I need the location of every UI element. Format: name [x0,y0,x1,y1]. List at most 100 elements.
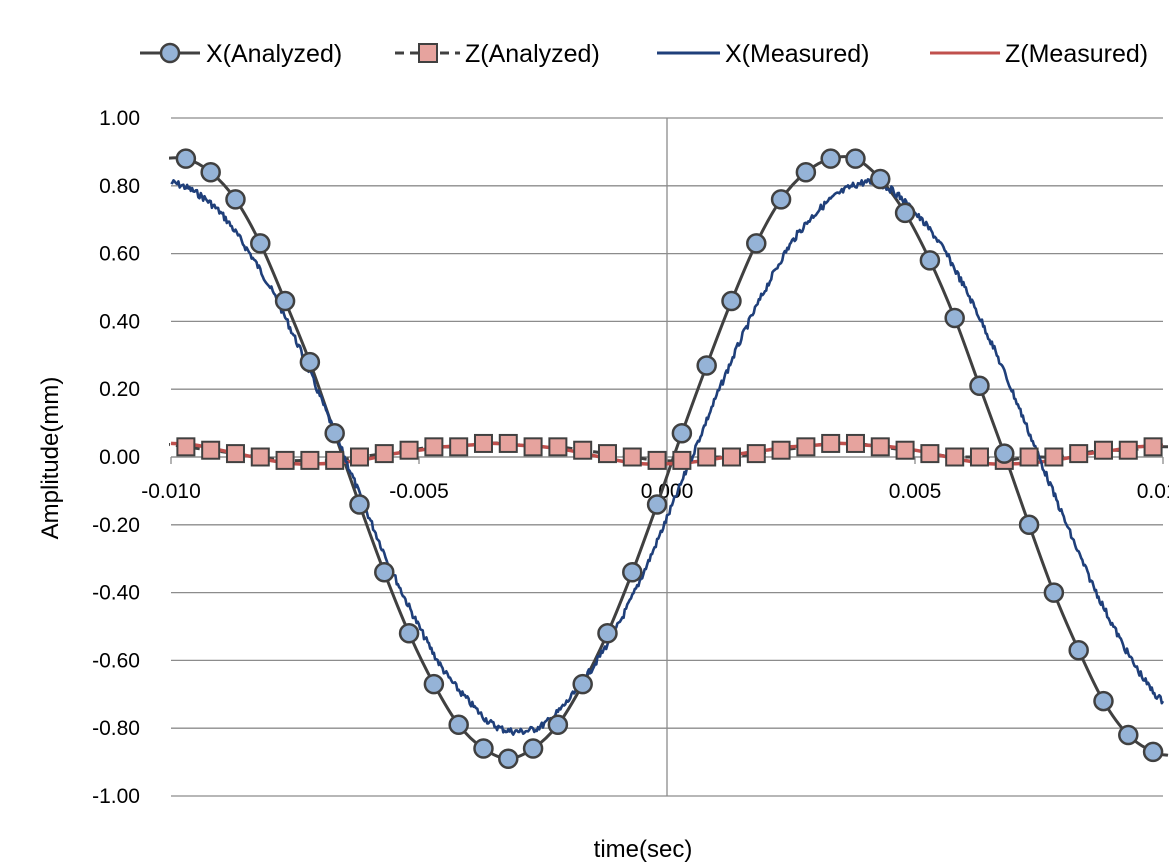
x-analyzed-marker [1142,741,1164,763]
z-analyzed-marker [176,437,196,457]
x-analyzed-marker [795,161,817,183]
x-analyzed-marker [746,233,767,254]
x-axis-title: time(sec) [594,836,693,863]
x-analyzed-marker [870,168,891,190]
z-analyzed-marker [746,444,766,464]
z-analyzed-marker [548,437,568,457]
x-tick-label: 0.005 [889,480,942,503]
z-analyzed-marker [945,447,965,467]
x-analyzed-marker [969,375,990,397]
y-tick-label: -0.80 [92,717,140,740]
x-analyzed-marker [671,423,693,444]
legend-marker-z-analyzed [418,43,438,63]
z-analyzed-marker [1093,440,1113,460]
x-analyzed-marker [1118,724,1139,746]
z-analyzed-marker [1143,437,1163,457]
x-analyzed-marker [324,423,345,444]
x-analyzed-marker [473,738,494,759]
z-analyzed-marker [250,447,270,467]
x-analyzed-marker [845,148,866,169]
x-analyzed-marker [696,355,717,376]
legend-label-x-analyzed: X(Analyzed) [206,40,342,68]
x-analyzed-marker [770,189,792,210]
z-analyzed-marker [225,444,245,464]
z-analyzed-marker [473,433,493,453]
x-analyzed-marker [175,148,197,169]
x-analyzed-marker [894,202,916,224]
z-analyzed-marker [349,447,369,467]
z-analyzed-marker [597,444,617,464]
z-analyzed-marker [523,437,543,457]
x-analyzed-marker [597,623,618,644]
y-tick-label: -0.40 [92,582,140,605]
z-analyzed-marker [796,437,816,457]
x-analyzed-marker [1068,639,1089,661]
x-analyzed-marker [374,562,395,583]
z-analyzed-marker [1019,447,1039,467]
z-analyzed-marker [449,437,469,457]
y-tick-label: 0.60 [99,243,140,266]
z-analyzed-marker [647,450,667,470]
z-analyzed-marker [672,450,692,470]
axes [170,118,1164,796]
x-analyzed-marker [547,714,569,736]
y-tick-label: -1.00 [92,785,140,808]
legend-label-x-measured: X(Measured) [725,40,870,68]
y-tick-label: 0.00 [99,446,140,469]
z-analyzed-marker [1044,447,1064,467]
x-analyzed-marker [225,189,246,210]
x-analyzed-marker [572,673,593,695]
z-analyzed-marker [300,450,320,470]
z-analyzed-marker [1069,444,1089,464]
y-tick-labels: 1.00 0.80 0.60 0.40 0.20 0.00 -0.20 -0.40 -0.60 -… [92,107,140,808]
z-analyzed-marker [969,447,989,467]
y-axis-title: Amplitude(mm) [37,377,64,540]
legend: X(Analyzed) Z(Analyzed) X(Measured) Z(Measu… [140,40,1148,68]
x-analyzed-marker [1043,582,1065,603]
x-analyzed-marker [646,494,668,515]
z-analyzed-marker [424,437,444,457]
x-analyzed-marker [448,714,469,736]
x-tick-label: 0.010 [1137,480,1169,503]
z-analyzed-marker [821,433,841,453]
y-tick-label: 0.40 [99,310,140,333]
x-analyzed-marker [349,494,370,515]
x-analyzed-marker [299,351,321,373]
x-analyzed-marker [423,673,445,695]
x-tick-label: -0.005 [389,480,449,503]
z-analyzed-marker [721,447,741,467]
z-analyzed-marker [498,433,518,453]
z-analyzed-marker [622,447,642,467]
x-analyzed-marker [919,250,941,271]
z-analyzed-marker [399,440,419,460]
x-analyzed-marker [522,738,544,759]
z-analyzed-marker [1118,440,1138,460]
x-analyzed-marker [1093,690,1114,712]
x-analyzed-marker [944,307,965,329]
x-analyzed-marker [498,748,519,769]
legend-label-z-measured: Z(Measured) [1005,40,1148,68]
series-layer [169,148,1169,769]
x-analyzed-marker [250,233,271,254]
y-tick-label: 0.80 [99,175,140,198]
z-analyzed-marker [697,447,717,467]
x-analyzed-marker [398,623,420,644]
z-analyzed-marker [920,444,940,464]
z-analyzed-marker [771,440,791,460]
z-analyzed-marker [895,440,915,460]
y-tick-label: -0.20 [92,514,140,537]
y-tick-label: 0.20 [99,378,140,401]
z-analyzed-marker [325,450,345,470]
legend-marker-x-analyzed [159,42,181,64]
x-tick-label: -0.010 [141,480,201,503]
z-analyzed-marker [275,450,295,470]
x-analyzed-marker [274,290,296,312]
x-analyzed-marker [994,443,1015,464]
x-analyzed-marker [721,290,742,312]
z-analyzed-marker [573,440,593,460]
y-tick-label: 1.00 [99,107,140,130]
z-analyzed-marker [845,433,865,453]
x-analyzed-marker [200,161,221,183]
